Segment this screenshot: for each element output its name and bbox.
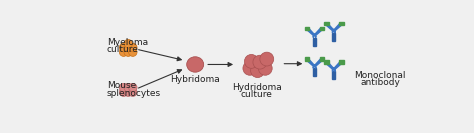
Text: culture: culture <box>241 90 273 99</box>
Polygon shape <box>326 23 334 33</box>
Circle shape <box>258 61 272 75</box>
Polygon shape <box>326 62 334 71</box>
Circle shape <box>260 52 273 66</box>
Polygon shape <box>324 22 328 25</box>
Text: culture: culture <box>107 45 138 54</box>
Text: Hybridoma: Hybridoma <box>170 75 220 84</box>
Circle shape <box>251 64 264 78</box>
Circle shape <box>119 43 128 52</box>
Polygon shape <box>313 68 316 76</box>
Ellipse shape <box>187 57 204 72</box>
Polygon shape <box>305 27 310 30</box>
Polygon shape <box>333 62 342 71</box>
Polygon shape <box>307 28 315 38</box>
Circle shape <box>128 43 137 52</box>
Circle shape <box>124 83 132 92</box>
Circle shape <box>124 88 132 96</box>
Circle shape <box>124 48 132 56</box>
Circle shape <box>253 55 267 69</box>
Polygon shape <box>314 28 323 38</box>
Circle shape <box>119 83 128 92</box>
Polygon shape <box>320 27 324 30</box>
Text: Mouse: Mouse <box>107 81 136 90</box>
Polygon shape <box>313 38 316 46</box>
Polygon shape <box>333 23 342 33</box>
Circle shape <box>128 88 137 96</box>
Polygon shape <box>314 59 323 68</box>
Polygon shape <box>324 60 328 64</box>
Text: Monoclonal: Monoclonal <box>354 71 406 80</box>
Polygon shape <box>332 71 335 80</box>
Circle shape <box>128 48 137 56</box>
Text: splenocytes: splenocytes <box>107 89 161 98</box>
Circle shape <box>243 61 257 75</box>
Polygon shape <box>320 57 324 61</box>
Polygon shape <box>339 60 344 64</box>
Text: Myeloma: Myeloma <box>107 38 148 47</box>
Circle shape <box>128 83 137 92</box>
Circle shape <box>124 40 132 48</box>
Circle shape <box>119 48 128 56</box>
Polygon shape <box>305 57 310 61</box>
Polygon shape <box>339 22 344 25</box>
Polygon shape <box>332 33 335 41</box>
Text: Hydridoma: Hydridoma <box>232 83 282 92</box>
Circle shape <box>124 43 132 52</box>
Text: antibody: antibody <box>360 78 400 87</box>
Circle shape <box>245 54 258 68</box>
Polygon shape <box>307 59 315 68</box>
Circle shape <box>119 88 128 96</box>
